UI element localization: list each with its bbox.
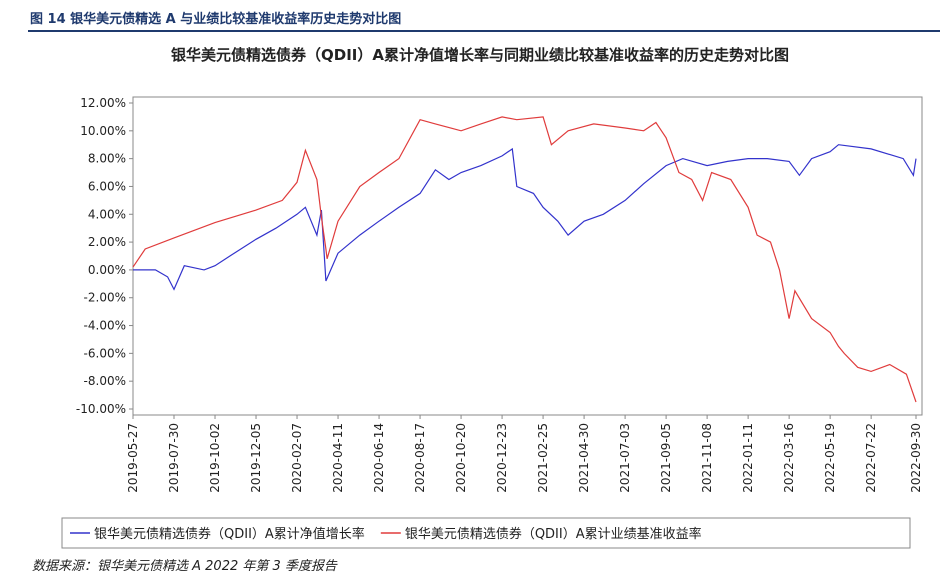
x-tick-label: 2020-04-11	[331, 423, 345, 493]
x-tick-label: 2021-11-08	[700, 423, 714, 493]
x-tick-label: 2021-07-03	[618, 423, 632, 493]
header-rule	[28, 30, 940, 32]
x-tick-label: 2022-03-16	[782, 423, 796, 493]
y-tick-label: 12.00%	[80, 96, 126, 110]
x-tick-label: 2020-02-07	[290, 423, 304, 493]
x-tick-label: 2022-05-19	[823, 423, 837, 493]
x-tick-label: 2020-06-14	[372, 423, 386, 493]
x-tick-label: 2022-01-11	[741, 423, 755, 493]
legend-label: 银华美元债精选债券（QDII）A累计净值增长率	[94, 526, 365, 542]
x-tick-label: 2021-09-05	[659, 423, 673, 493]
y-tick-label: -2.00%	[84, 291, 126, 305]
series-line	[133, 144, 917, 291]
figure-label: 图 14 银华美元债精选 A 与业绩比较基准收益率历史走势对比图	[30, 12, 402, 27]
x-tick-label: 2019-12-05	[249, 423, 263, 493]
x-tick-label: 2019-07-30	[167, 423, 181, 493]
legend-label: 银华美元债精选债券（QDII）A累计业绩基准收益率	[405, 526, 702, 542]
x-tick-label: 2020-08-17	[413, 423, 427, 493]
x-tick-label: 2021-02-25	[536, 423, 550, 493]
plot-frame	[132, 96, 923, 416]
x-tick-label: 2022-07-22	[864, 423, 878, 493]
chart-title: 银华美元债精选债券（QDII）A累计净值增长率与同期业绩比较基准收益率的历史走势…	[171, 46, 789, 64]
y-tick-label: 10.00%	[80, 124, 126, 138]
x-tick-label: 2019-10-02	[208, 423, 222, 493]
x-tick-label: 2020-10-20	[454, 423, 468, 493]
y-tick-label: -4.00%	[84, 319, 126, 333]
x-tick-label: 2021-04-30	[577, 423, 591, 493]
y-tick-label: 4.00%	[88, 207, 126, 221]
y-tick-label: 6.00%	[88, 179, 126, 193]
x-tick-label: 2019-05-27	[126, 423, 140, 493]
y-tick-label: 8.00%	[88, 152, 126, 166]
x-tick-label: 2020-12-23	[495, 423, 509, 493]
legend-box	[61, 517, 911, 549]
y-tick-label: 0.00%	[88, 263, 126, 277]
source-note: 数据来源：银华美元债精选 A 2022 年第 3 季度报告	[32, 559, 337, 574]
y-tick-label: -6.00%	[84, 346, 126, 360]
y-tick-label: -8.00%	[84, 374, 126, 388]
y-tick-label: 2.00%	[88, 235, 126, 249]
y-tick-label: -10.00%	[76, 402, 126, 416]
series-line	[132, 116, 917, 403]
x-tick-label: 2022-09-30	[909, 423, 923, 493]
